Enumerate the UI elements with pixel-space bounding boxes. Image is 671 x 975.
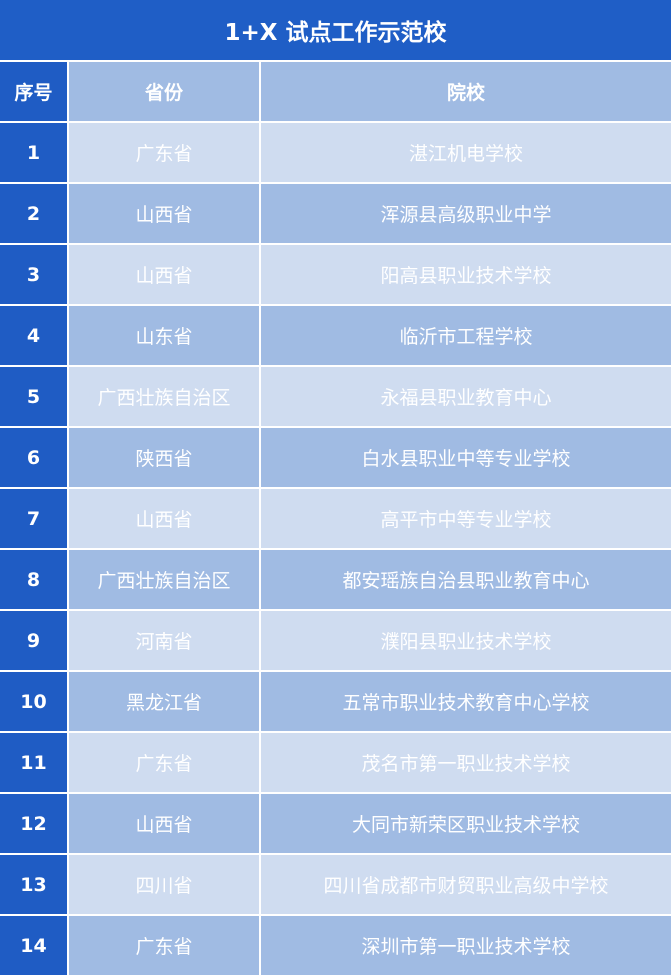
row-index: 7 (0, 489, 67, 548)
row-index: 2 (0, 184, 67, 243)
row-province: 山西省 (69, 489, 259, 548)
row-school: 湛江机电学校 (261, 123, 671, 182)
row-school: 阳高县职业技术学校 (261, 245, 671, 304)
row-index: 9 (0, 611, 67, 670)
row-school: 茂名市第一职业技术学校 (261, 733, 671, 792)
table-title: 1+X 试点工作示范校 (0, 0, 671, 60)
row-school: 四川省成都市财贸职业高级中学校 (261, 855, 671, 914)
row-index: 13 (0, 855, 67, 914)
header-school: 院校 (261, 62, 671, 121)
row-province: 广西壮族自治区 (69, 550, 259, 609)
row-school: 浑源县高级职业中学 (261, 184, 671, 243)
row-index: 6 (0, 428, 67, 487)
row-index: 3 (0, 245, 67, 304)
row-school: 永福县职业教育中心 (261, 367, 671, 426)
row-index: 4 (0, 306, 67, 365)
row-index: 10 (0, 672, 67, 731)
row-school: 五常市职业技术教育中心学校 (261, 672, 671, 731)
row-school: 白水县职业中等专业学校 (261, 428, 671, 487)
row-index: 12 (0, 794, 67, 853)
row-province: 山西省 (69, 245, 259, 304)
row-province: 陕西省 (69, 428, 259, 487)
row-province: 河南省 (69, 611, 259, 670)
row-province: 黑龙江省 (69, 672, 259, 731)
row-school: 高平市中等专业学校 (261, 489, 671, 548)
row-school: 都安瑶族自治县职业教育中心 (261, 550, 671, 609)
row-province: 广东省 (69, 916, 259, 975)
header-index: 序号 (0, 62, 67, 121)
row-index: 1 (0, 123, 67, 182)
row-school: 大同市新荣区职业技术学校 (261, 794, 671, 853)
row-index: 8 (0, 550, 67, 609)
row-province: 四川省 (69, 855, 259, 914)
row-school: 临沂市工程学校 (261, 306, 671, 365)
row-province: 广东省 (69, 123, 259, 182)
row-province: 山西省 (69, 794, 259, 853)
row-school: 深圳市第一职业技术学校 (261, 916, 671, 975)
header-province: 省份 (69, 62, 259, 121)
schools-table: 序号 省份 院校 1 广东省 湛江机电学校 2 山西省 浑源县高级职业中学 3 山西省 阳高县职… (0, 60, 671, 975)
row-index: 11 (0, 733, 67, 792)
row-province: 山西省 (69, 184, 259, 243)
row-province: 广东省 (69, 733, 259, 792)
row-index: 5 (0, 367, 67, 426)
row-school: 濮阳县职业技术学校 (261, 611, 671, 670)
row-province: 山东省 (69, 306, 259, 365)
row-index: 14 (0, 916, 67, 975)
row-province: 广西壮族自治区 (69, 367, 259, 426)
